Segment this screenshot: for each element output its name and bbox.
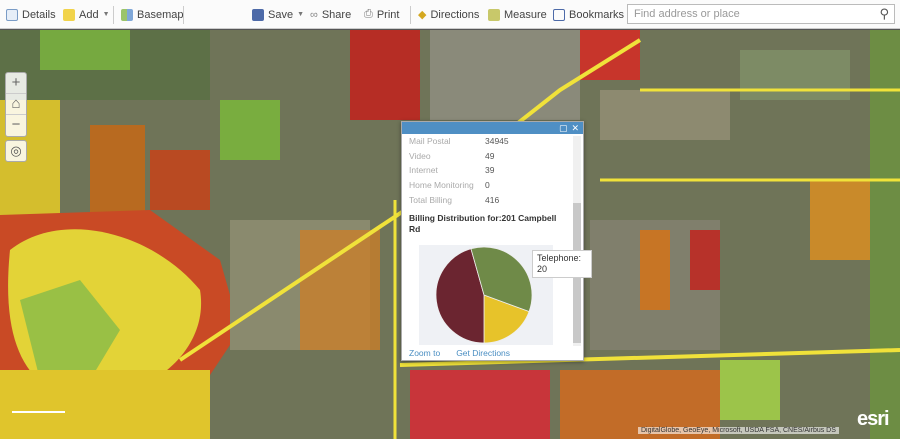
attribution: DigitalGlobe, GeoEye, Microsoft, USDA FS… (638, 427, 839, 434)
directions-icon: ◆ (418, 9, 427, 21)
measure-icon (488, 8, 500, 21)
search-icon[interactable]: ⚲ (879, 6, 889, 21)
field-row: Internet 39 (409, 163, 567, 178)
popup-scrollbar[interactable] (573, 136, 581, 346)
close-icon[interactable]: ✕ (571, 122, 579, 133)
field-label: Internet (409, 165, 438, 176)
directions-button[interactable]: ◆ Directions (418, 0, 479, 29)
search-placeholder: Find address or place (634, 8, 740, 20)
details-button[interactable]: Details (6, 0, 56, 29)
measure-button[interactable]: Measure (488, 0, 547, 29)
field-value: 34945 (485, 136, 509, 147)
add-icon (63, 8, 75, 21)
basemap-icon (121, 8, 133, 21)
field-row: Home Monitoring 0 (409, 178, 567, 193)
pie-slice[interactable] (470, 246, 533, 313)
pie-chart (419, 245, 553, 345)
details-label: Details (22, 8, 56, 21)
pie-svg (435, 246, 533, 344)
add-label: Add (79, 8, 99, 21)
share-icon: ∞ (310, 8, 318, 21)
field-label: Video (409, 150, 431, 161)
divider (183, 6, 184, 24)
directions-label: Directions (430, 8, 480, 21)
print-icon: ⎙ (364, 8, 373, 20)
locate-button[interactable]: ◎ (5, 140, 27, 162)
popup-body: Mail Postal 34945 Video 49 Internet 39 Home… (402, 134, 574, 346)
chevron-down-icon: ▼ (102, 11, 110, 18)
field-label: Total Billing (409, 194, 452, 205)
pie-slice-telephone[interactable] (483, 294, 530, 344)
popup-footer: Zoom to Get Directions (409, 348, 510, 358)
field-label: Mail Postal (409, 136, 451, 147)
chart-title: Billing Distribution for:201 Campbell Rd (409, 212, 557, 234)
field-value: 49 (485, 150, 495, 161)
esri-logo: esri (857, 408, 890, 430)
zoom-in-button[interactable]: + (6, 73, 26, 94)
print-label: Print (376, 8, 400, 21)
bookmarks-button[interactable]: Bookmarks (553, 0, 624, 29)
field-value: 39 (485, 165, 495, 176)
zoom-controls: + ⌂ − (5, 72, 27, 137)
save-label: Save (268, 8, 294, 21)
field-row: Mail Postal 34945 (409, 134, 567, 149)
divider (410, 6, 411, 24)
basemap-button[interactable]: Basemap (121, 0, 183, 29)
maximize-icon[interactable]: ▢ (558, 122, 568, 133)
field-label: Home Monitoring (409, 180, 474, 191)
chevron-down-icon: ▼ (297, 11, 305, 18)
print-button[interactable]: ⎙ Print (364, 0, 399, 29)
tooltip-label: Telephone: (537, 253, 582, 263)
share-label: Share (321, 8, 352, 21)
measure-label: Measure (504, 8, 547, 21)
search-input[interactable]: Find address or place ⚲ (627, 4, 895, 24)
tooltip-value: 20 (537, 264, 548, 274)
toolbar: Details Add ▼ Basemap Save ▼ ∞ Share ⎙ Print… (0, 0, 900, 29)
bookmarks-icon (553, 8, 565, 21)
zoom-out-button[interactable]: − (11, 116, 21, 133)
popup: ▢ ✕ Mail Postal 34945 Video 49 Internet 39 … (401, 121, 584, 361)
zoom-to-link[interactable]: Zoom to (409, 348, 441, 358)
divider (113, 6, 114, 24)
share-button[interactable]: ∞ Share (310, 0, 351, 29)
get-directions-link[interactable]: Get Directions (456, 348, 511, 358)
save-icon (252, 8, 264, 21)
locate-icon: ◎ (10, 143, 22, 158)
save-button[interactable]: Save ▼ (252, 0, 304, 29)
bookmarks-label: Bookmarks (569, 8, 625, 21)
basemap-label: Basemap (137, 8, 184, 21)
field-row: Total Billing 416 (409, 192, 567, 207)
field-value: 416 (485, 194, 500, 205)
home-button[interactable]: ⌂ (6, 94, 26, 115)
field-value: 0 (485, 180, 490, 191)
add-button[interactable]: Add ▼ (63, 0, 110, 29)
field-row: Video 49 (409, 149, 567, 164)
chart-tooltip: Telephone: 20 (532, 250, 592, 278)
pie-slice[interactable] (435, 248, 485, 344)
popup-header: ▢ ✕ (402, 122, 583, 134)
details-icon (6, 8, 18, 21)
